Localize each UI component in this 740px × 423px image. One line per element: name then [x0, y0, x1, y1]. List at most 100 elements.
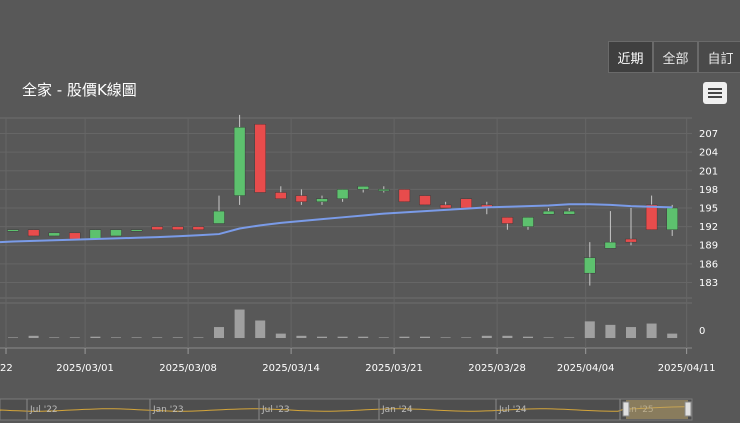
candle-body: [398, 189, 411, 202]
candle-body: [172, 226, 184, 230]
volume-bar: [255, 320, 266, 338]
navigator-selected-window: [626, 400, 688, 419]
x-tick-label: 2025/03/14: [262, 363, 320, 374]
range-recent-button[interactable]: 近期: [608, 41, 653, 73]
x-tick-label: 2025/03/21: [365, 363, 423, 374]
candle-body: [27, 229, 40, 237]
candle-body: [439, 204, 452, 209]
volume-bar: [605, 324, 616, 338]
navigator-label: Jan '24: [381, 405, 413, 415]
volume-bar: [399, 336, 410, 338]
candle-body: [357, 186, 369, 190]
volume-bar: [214, 327, 224, 338]
candle-body: [625, 238, 637, 243]
volume-bar: [523, 336, 533, 338]
candle-body: [295, 195, 308, 202]
candle-body: [254, 124, 266, 193]
y-tick-label: 189: [699, 241, 718, 252]
volume-bar: [193, 337, 204, 338]
volume-bar: [8, 337, 18, 338]
y-tick-label: 192: [699, 222, 718, 233]
y-tick-label: 183: [699, 278, 718, 289]
volume-bar: [337, 336, 348, 338]
candle-body: [316, 198, 328, 202]
volume-bar: [543, 337, 554, 338]
volume-bar: [275, 333, 286, 338]
candle-body: [69, 232, 81, 240]
y-tick-label: 207: [699, 129, 718, 140]
navigator-left-handle[interactable]: [622, 401, 630, 417]
candle-body: [7, 229, 19, 232]
navigator-label: Jan '23: [152, 405, 184, 415]
candle-body: [378, 189, 390, 192]
candle-body: [110, 229, 122, 237]
candle-body: [48, 232, 60, 237]
volume-bar: [49, 337, 60, 338]
candle-body: [130, 229, 143, 232]
x-tick-label: 2025/04/04: [557, 363, 615, 374]
volume-bar: [378, 337, 389, 338]
navigator-label: Jul '23: [261, 405, 290, 415]
candle-body: [460, 198, 472, 209]
navigator-label: Jul '22: [29, 405, 58, 415]
candle-body: [419, 195, 431, 206]
volume-bar: [420, 336, 430, 338]
volume-bar: [111, 337, 121, 338]
hamburger-menu-icon[interactable]: [703, 82, 727, 104]
volume-bar: [667, 333, 678, 338]
y-tick-label: 195: [699, 204, 718, 215]
y-tick-label: 204: [699, 148, 718, 159]
candle-body: [336, 189, 349, 199]
volume-bar: [90, 336, 101, 338]
range-all-button[interactable]: 全部: [653, 41, 698, 73]
y-tick-label: 201: [699, 166, 718, 177]
volume-bar: [461, 337, 472, 338]
candle-body: [645, 204, 658, 230]
volume-bar: [296, 335, 307, 338]
volume-bar: [481, 335, 492, 338]
volume-bar: [502, 335, 513, 338]
navigator-right-handle[interactable]: [684, 401, 692, 417]
y-tick-label: 186: [699, 259, 718, 270]
candle-body: [192, 226, 205, 230]
x-tick-label: 2025/03/28: [468, 363, 526, 374]
x-tick-label: 2025/04/11: [658, 363, 716, 374]
volume-bar: [152, 337, 163, 338]
volume-bar: [646, 323, 657, 338]
range-selector: 近期 全部 自訂: [608, 41, 740, 73]
volume-bar: [234, 309, 245, 338]
candle-body: [213, 210, 225, 224]
candle-body: [151, 226, 163, 230]
candle-body: [522, 217, 534, 227]
candle-body: [604, 241, 617, 249]
x-tick-label: 22: [0, 363, 13, 374]
chart-title: 全家 - 股價K線圖: [22, 81, 137, 99]
volume-bar: [28, 335, 39, 338]
volume-bar: [131, 337, 142, 338]
moving-average-line: [0, 203, 673, 244]
candle-body: [666, 207, 678, 230]
volume-bar: [172, 337, 183, 338]
navigator-series-line: [0, 406, 690, 412]
candle-body: [275, 192, 287, 199]
volume-bar: [358, 336, 369, 338]
volume-bar: [317, 336, 327, 338]
navigator-label: Jul '24: [498, 405, 527, 415]
x-tick-label: 2025/03/08: [159, 363, 217, 374]
candle-body: [233, 127, 246, 196]
candle-body: [542, 210, 555, 215]
volume-bar: [626, 327, 636, 338]
candle-body: [501, 217, 514, 224]
volume-bar: [564, 337, 575, 338]
x-tick-label: 2025/03/01: [56, 363, 114, 374]
volume-bar: [584, 321, 595, 338]
candle-body: [89, 229, 102, 240]
y-tick-label: 198: [699, 185, 718, 196]
volume-bar: [69, 337, 80, 338]
navigator-background: [0, 398, 693, 421]
volume-tick-label: 0: [699, 326, 705, 337]
volume-bar: [440, 337, 451, 338]
range-custom-button[interactable]: 自訂: [698, 41, 740, 73]
candle-body: [584, 257, 596, 274]
